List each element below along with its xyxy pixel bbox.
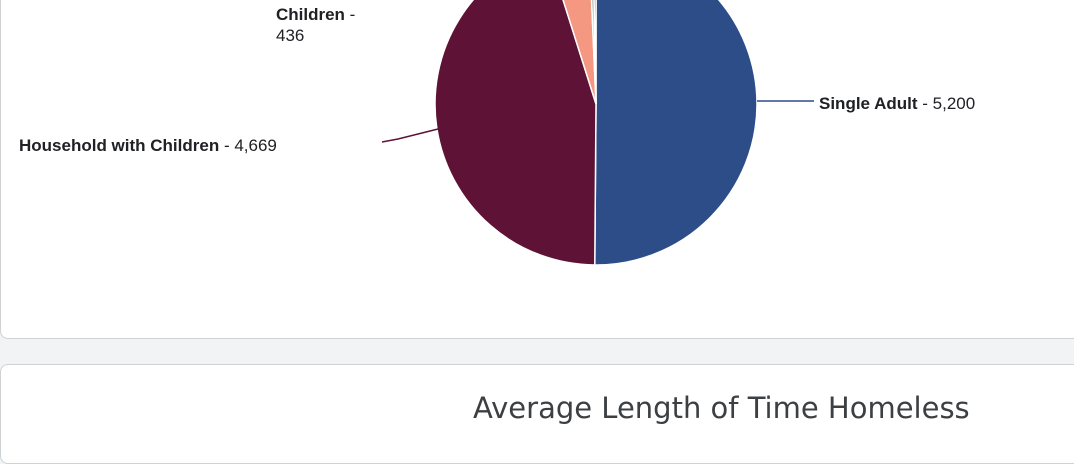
pie-slice-1[interactable] <box>434 0 597 266</box>
pie-chart <box>381 0 814 266</box>
pie-slice-4[interactable] <box>593 0 597 105</box>
section-title-average-length: Average Length of Time Homeless <box>473 391 970 425</box>
pie-slice-2[interactable] <box>547 0 597 105</box>
pie-label-household-with-children: Household with Children - 4,669 <box>19 136 277 155</box>
pie-label-category: Household with Children <box>19 136 220 155</box>
pie-label-value: 5,200 <box>932 94 976 113</box>
leader-line-household-with-children <box>381 128 439 143</box>
pie-slice-0[interactable] <box>594 0 758 266</box>
pie-label-category: Children <box>276 5 345 24</box>
pie-label-category: Single Adult <box>819 94 918 113</box>
pie-label-value: 4,669 <box>234 136 277 155</box>
pie-label-value: 436 <box>276 26 305 45</box>
pie-label-children: Children - 436 <box>276 5 356 45</box>
pie-label-single-adult: Single Adult - 5,200 <box>819 94 976 113</box>
